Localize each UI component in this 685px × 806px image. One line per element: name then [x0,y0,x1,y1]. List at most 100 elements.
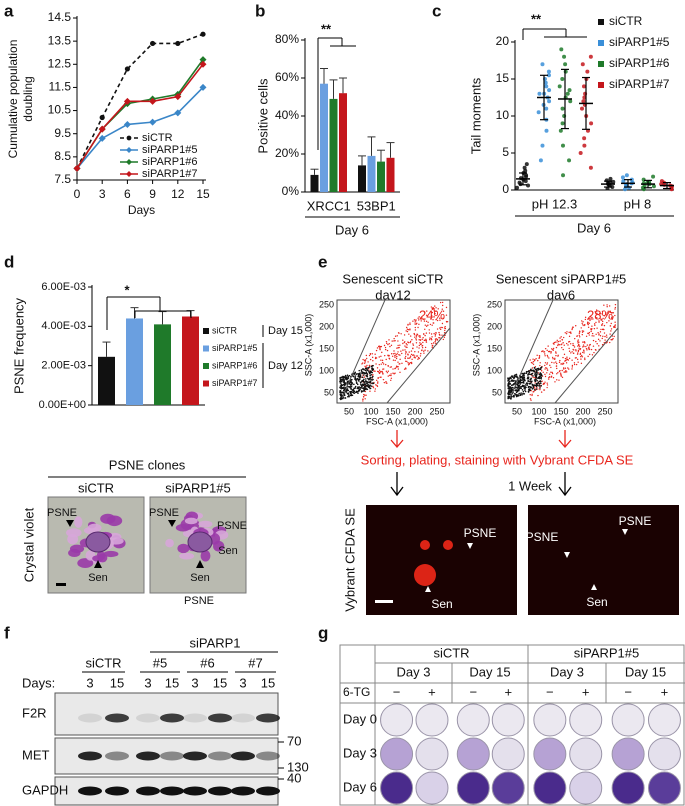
event-dot [362,398,364,401]
event-dot [514,375,517,378]
arrowhead [196,560,204,568]
event-dot [444,325,446,328]
event-dot [591,354,594,356]
event-dot [366,357,368,360]
event-dot [514,382,517,384]
event-dot [547,345,549,347]
event-dot [522,374,524,377]
event-dot [372,364,374,367]
well [647,703,681,737]
series-line [76,33,204,169]
event-dot [413,356,415,359]
event-dot [399,344,401,346]
legend-label: siPARP1#6 [142,156,197,168]
event-dot [353,383,355,386]
event-dot [424,339,426,342]
event-dot [388,343,390,345]
event-dot [394,355,396,357]
event-dot [346,374,349,376]
blot [54,692,279,736]
event-dot [567,341,570,343]
event-dot [550,376,552,378]
significance: * [124,282,130,297]
event-dot [352,391,355,394]
event-dot [581,333,583,336]
event-dot [344,384,346,387]
event-dot [406,344,408,346]
day-label: Day 3 [397,664,431,679]
event-dot [580,362,583,365]
event-dot [525,372,528,374]
event-dot [578,341,580,343]
event-dot [544,373,546,376]
event-dot [562,336,565,339]
event-dot [444,327,447,330]
event-dot [380,355,382,358]
event-dot [360,384,363,387]
event-dot [588,348,590,351]
cell-label: PSNE [149,507,179,519]
event-dot [531,393,533,395]
event-dot [413,332,415,335]
event-dot [509,386,512,388]
event-dot [421,344,424,347]
event-dot [362,358,364,361]
event-dot [441,322,444,325]
cell [175,524,191,532]
cell [69,544,85,554]
event-dot [583,350,585,352]
legend-label: siCTR [142,132,173,144]
cell-label: Sen [88,572,108,584]
event-dot [425,341,428,343]
x-tick-label: 100 [363,406,378,416]
event-dot [596,327,598,329]
event-dot [600,319,602,321]
event-dot [392,368,394,370]
event-dot [537,388,539,390]
event-dot [439,327,441,329]
event-dot [375,384,377,386]
event-dot [385,340,388,343]
scale-bar [56,583,66,586]
row-label: Day 6 [343,779,377,794]
bar [182,316,199,405]
panel-label: a [4,1,14,20]
event-dot [374,357,377,360]
event-dot [600,318,602,320]
well [533,703,567,737]
event-dot [529,369,532,371]
event-dot [377,370,380,373]
event-dot [433,333,435,335]
plot-subtitle: day12 [375,287,410,302]
group-label: siCTR [433,645,469,660]
group-label: Day 6 [577,220,611,235]
legend-label: siCTR [212,325,237,335]
y-tick-label: 10 [496,108,510,122]
event-dot [564,359,567,362]
event-dot [589,353,591,356]
event-dot [393,373,395,375]
event-dot [607,310,609,313]
event-dot [435,307,437,309]
event-dot [422,341,424,344]
y-tick-label: 15 [496,71,510,85]
event-dot [395,353,397,356]
event-dot [536,370,538,373]
event-dot [413,333,416,336]
event-dot [374,370,376,372]
bar [358,165,366,192]
event-dot [546,384,549,386]
event-dot [425,332,428,334]
event-dot [539,364,541,367]
y-tick-label: 250 [319,299,334,309]
event-dot [386,349,389,352]
y-tick-label: 0.00E+00 [39,399,86,411]
event-dot [370,385,373,387]
event-dot [610,328,613,330]
dot [641,177,646,182]
event-dot [571,328,573,331]
event-dot [446,321,448,323]
cell-label: PSNE [47,507,77,519]
event-dot [509,389,512,392]
